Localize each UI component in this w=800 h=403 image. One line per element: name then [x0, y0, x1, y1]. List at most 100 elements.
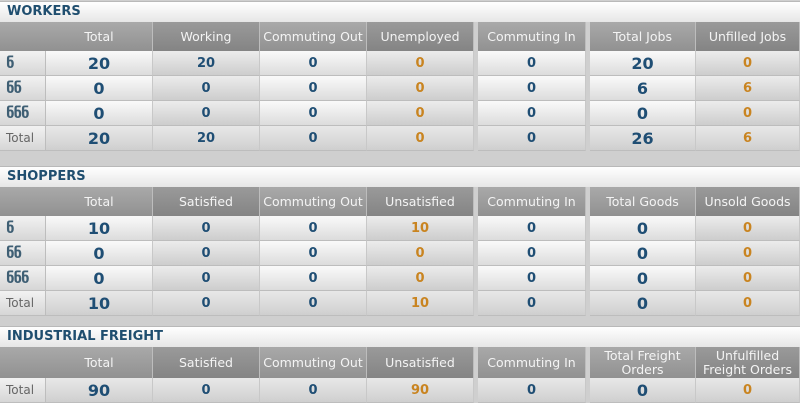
shoppers-header-corner: [0, 187, 46, 216]
workers-header-total-jobs: Total Jobs: [590, 22, 696, 51]
shoppers-value-cell: 0: [153, 266, 260, 291]
shoppers-header-total-goods: Total Goods: [590, 187, 696, 216]
shoppers-column-gap: [474, 187, 478, 316]
shoppers-value-cell: 0: [153, 291, 260, 316]
shoppers-value-cell: 10: [46, 216, 153, 241]
level-3-icon: ნნნ: [6, 269, 30, 287]
workers-column-gap: [586, 22, 590, 151]
freight-header-total-freight-orders: Total Freight Orders: [590, 347, 696, 378]
shoppers-value-cell: 0: [367, 241, 474, 266]
shoppers-row-label: ნნ: [0, 241, 46, 266]
workers-value-cell: 0: [590, 101, 696, 126]
shoppers-value-cell: 0: [46, 266, 153, 291]
workers-value-cell: 6: [590, 76, 696, 101]
shoppers-header-satisfied: Satisfied: [153, 187, 260, 216]
workers-value-cell: 0: [478, 126, 586, 151]
workers-header-commuting-out: Commuting Out: [260, 22, 367, 51]
shoppers-value-cell: 10: [367, 291, 474, 316]
shoppers-header-total: Total: [46, 187, 153, 216]
shoppers-value-cell: 0: [153, 216, 260, 241]
shoppers-header-commuting-in: Commuting In: [478, 187, 586, 216]
shoppers-value-cell: 0: [260, 266, 367, 291]
workers-row-label: ნ: [0, 51, 46, 76]
workers-value-cell: 0: [46, 101, 153, 126]
workers-value-cell: 0: [260, 126, 367, 151]
shoppers-column-gap: [586, 187, 590, 316]
shoppers-value-cell: 0: [590, 241, 696, 266]
workers-row-label: ნნ: [0, 76, 46, 101]
shoppers-value-cell: 0: [590, 216, 696, 241]
shoppers-value-cell: 0: [478, 241, 586, 266]
shoppers-value-cell: 0: [696, 266, 800, 291]
workers-value-cell: 0: [367, 101, 474, 126]
workers-value-cell: 0: [260, 76, 367, 101]
freight-value-cell: 90: [46, 378, 153, 403]
workers-value-cell: 0: [478, 101, 586, 126]
freight-row-label: Total: [0, 378, 46, 403]
workers-title: WORKERS: [0, 1, 800, 23]
shoppers-value-cell: 0: [696, 216, 800, 241]
workers-value-cell: 0: [478, 76, 586, 101]
shoppers-row-label: Total: [0, 291, 46, 316]
workers-value-cell: 20: [46, 51, 153, 76]
freight-header-total: Total: [46, 347, 153, 378]
workers-column-gap: [474, 22, 478, 151]
freight-header-commuting-out: Commuting Out: [260, 347, 367, 378]
shoppers-value-cell: 0: [590, 291, 696, 316]
freight-value-cell: 0: [153, 378, 260, 403]
shoppers-value-cell: 0: [478, 216, 586, 241]
freight-value-cell: 0: [478, 378, 586, 403]
shoppers-value-cell: 0: [367, 266, 474, 291]
shoppers-header-unsold-goods: Unsold Goods: [696, 187, 800, 216]
workers-value-cell: 0: [696, 51, 800, 76]
shoppers-value-cell: 0: [260, 291, 367, 316]
freight-title: INDUSTRIAL FREIGHT: [0, 326, 800, 348]
freight-column-gap: [474, 347, 478, 403]
shoppers-value-cell: 0: [260, 241, 367, 266]
freight-column-gap: [586, 347, 590, 403]
workers-value-cell: 0: [260, 101, 367, 126]
workers-value-cell: 6: [696, 76, 800, 101]
shoppers-title: SHOPPERS: [0, 166, 800, 188]
workers-value-cell: 0: [153, 76, 260, 101]
workers-header-working: Working: [153, 22, 260, 51]
freight-header-corner: [0, 347, 46, 378]
level-3-icon: ნნნ: [6, 104, 30, 122]
freight-value-cell: 90: [367, 378, 474, 403]
shoppers-value-cell: 0: [696, 241, 800, 266]
freight-header-satisfied: Satisfied: [153, 347, 260, 378]
shoppers-value-cell: 0: [153, 241, 260, 266]
workers-header-unfilled-jobs: Unfilled Jobs: [696, 22, 800, 51]
shoppers-header-commuting-out: Commuting Out: [260, 187, 367, 216]
shoppers-value-cell: 0: [478, 266, 586, 291]
workers-value-cell: 0: [46, 76, 153, 101]
workers-value-cell: 20: [46, 126, 153, 151]
workers-row-label: Total: [0, 126, 46, 151]
freight-header-unfulfilled-freight-orders: Unfulfilled Freight Orders: [696, 347, 800, 378]
freight-header-unsatisfied: Unsatisfied: [367, 347, 474, 378]
shoppers-value-cell: 10: [46, 291, 153, 316]
workers-value-cell: 0: [153, 101, 260, 126]
workers-value-cell: 6: [696, 126, 800, 151]
workers-header-total: Total: [46, 22, 153, 51]
workers-value-cell: 0: [367, 76, 474, 101]
workers-value-cell: 0: [367, 126, 474, 151]
workers-header-commuting-in: Commuting In: [478, 22, 586, 51]
workers-row-label: ნნნ: [0, 101, 46, 126]
workers-value-cell: 0: [696, 101, 800, 126]
shoppers-value-cell: 0: [696, 291, 800, 316]
workers-value-cell: 20: [153, 126, 260, 151]
shoppers-row-label: ნნნ: [0, 266, 46, 291]
workers-value-cell: 20: [153, 51, 260, 76]
shoppers-value-cell: 10: [367, 216, 474, 241]
freight-value-cell: 0: [696, 378, 800, 403]
shoppers-value-cell: 0: [260, 216, 367, 241]
workers-value-cell: 20: [590, 51, 696, 76]
freight-value-cell: 0: [590, 378, 696, 403]
shoppers-value-cell: 0: [590, 266, 696, 291]
level-1-icon: ნ: [6, 219, 14, 237]
workers-header-unemployed: Unemployed: [367, 22, 474, 51]
freight-header-commuting-in: Commuting In: [478, 347, 586, 378]
level-2-icon: ნნ: [6, 79, 22, 97]
workers-value-cell: 26: [590, 126, 696, 151]
